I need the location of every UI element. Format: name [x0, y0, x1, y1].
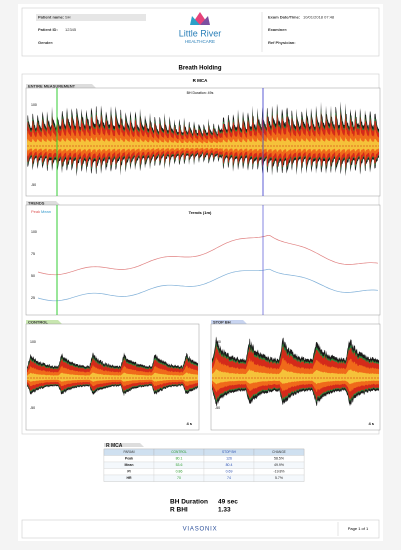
- axis-label: -50: [215, 406, 220, 410]
- time-scale: 4 s: [186, 421, 192, 426]
- section-label: CONTROL: [28, 319, 48, 324]
- vessel: R MCA: [193, 78, 208, 83]
- cell-text: 5.7%: [275, 476, 283, 480]
- spectrum-layer: [212, 368, 379, 385]
- cell-text: 80.1: [176, 457, 183, 461]
- tab: [211, 320, 247, 324]
- section-label: STOP BH: [213, 319, 231, 324]
- spectrum-layer: [27, 136, 379, 153]
- tab: [104, 443, 144, 447]
- cell-text: 74: [227, 476, 231, 480]
- spectrum-layer: [27, 372, 198, 382]
- spectrum-layer: [27, 111, 379, 170]
- cell: [253, 474, 305, 482]
- tab: [26, 84, 96, 88]
- results-table: PARAM CONTROL STOP BH CHANGE Peak 80.1 126 58.5…: [103, 448, 305, 482]
- label: Patient ID:: [38, 27, 58, 32]
- logo-name: Little River: [179, 28, 222, 38]
- waveform: [212, 336, 379, 407]
- label: Gender:: [38, 40, 53, 45]
- section-label: ENTIRE MEASUREMENT: [28, 83, 76, 88]
- cell-text: 80.4: [226, 463, 233, 467]
- section-label: TRENDS: [28, 200, 45, 205]
- cell-text: Mean: [125, 463, 134, 467]
- report-title: Breath Holding: [179, 66, 222, 72]
- tab: [26, 201, 60, 205]
- axis-label: 50: [31, 274, 35, 278]
- trend-line: [37, 234, 379, 276]
- summary-label: BH Duration: [170, 499, 208, 506]
- tab: [26, 320, 62, 324]
- time-scale: 4 s: [368, 421, 374, 426]
- spectrum-layer: [27, 123, 379, 162]
- plot-title: Trends (1m): [189, 210, 212, 215]
- value: 10/01/2018 07:48: [303, 15, 335, 20]
- cell-text: 126: [226, 457, 232, 461]
- summary-value: 1.33: [218, 507, 231, 514]
- axis-label: 75: [31, 252, 35, 256]
- legend-entry: Peak: [31, 209, 40, 214]
- column-header: STOP BH: [222, 450, 237, 454]
- page-number: Page 1 of 1: [348, 526, 369, 531]
- axis-label: -50: [30, 406, 35, 410]
- logo: Little River HEALTHCARE: [179, 12, 222, 44]
- summary-value: 49 sec: [218, 499, 238, 506]
- plot-frame: [25, 204, 381, 316]
- column-header: CONTROL: [171, 450, 187, 454]
- waveform: [27, 101, 379, 177]
- cell-text: Peak: [125, 457, 133, 461]
- brand: VIASONIX: [183, 527, 218, 533]
- summary-label: R BHI: [170, 507, 188, 514]
- trend-line: [37, 268, 379, 302]
- column-header: PARAM: [123, 450, 134, 454]
- cell-text: PI: [127, 470, 130, 474]
- value: SH: [65, 15, 71, 20]
- cell-text: 49.9%: [274, 463, 284, 467]
- cell-text: 0.69: [226, 470, 233, 474]
- column-header: CHANGE: [272, 450, 286, 454]
- trend-lines: [37, 234, 379, 302]
- axis-label: -50: [31, 183, 36, 187]
- name-field: [36, 14, 146, 21]
- value: 12345: [65, 27, 77, 32]
- cell-text: 70: [177, 476, 181, 480]
- cell-text: 53.6: [176, 463, 183, 467]
- cell-text: 0.86: [176, 470, 183, 474]
- label: Examiner:: [268, 27, 287, 32]
- plot-note: BH Duration: 49s: [187, 91, 214, 95]
- axis-label: 100: [31, 103, 37, 107]
- cell-text: -19.8%: [273, 470, 284, 474]
- cell-text: 58.5%: [274, 457, 284, 461]
- footer-box: [21, 519, 380, 539]
- logo-sub: HEALTHCARE: [185, 39, 215, 44]
- cell-text: HR: [126, 476, 132, 480]
- label: Ref Physician:: [268, 40, 296, 45]
- axis-label: 25: [31, 296, 35, 300]
- waveform: [27, 352, 198, 397]
- table-title: R MCA: [106, 443, 123, 449]
- label: Patient name:: [38, 15, 64, 20]
- label: Exam Date/Time:: [268, 15, 300, 20]
- legend-entry: Mean: [41, 209, 51, 214]
- axis-label: 100: [31, 230, 37, 234]
- axis-label: 100: [30, 340, 36, 344]
